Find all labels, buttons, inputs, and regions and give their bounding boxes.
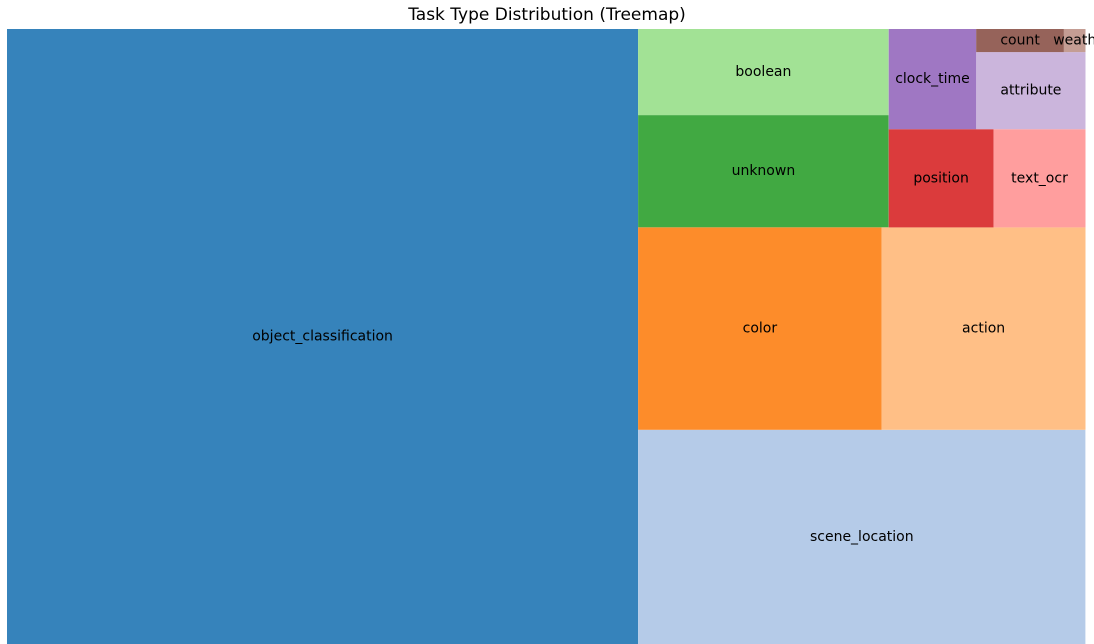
- treemap-cell-count: count: [976, 29, 1064, 53]
- treemap-rect: [881, 227, 1086, 430]
- treemap-rect: [976, 52, 1086, 130]
- treemap-rect: [638, 29, 889, 116]
- treemap-label: action: [962, 321, 1005, 337]
- treemap-label: weath: [1053, 33, 1094, 49]
- treemap-cell-unknown: unknown: [638, 115, 889, 228]
- treemap-label: attribute: [1000, 83, 1061, 99]
- treemap-cell-attribute: attribute: [976, 52, 1086, 130]
- treemap-label: text_ocr: [1011, 170, 1068, 186]
- treemap-rect: [888, 129, 994, 228]
- treemap-label: object_classification: [252, 329, 393, 345]
- treemap-cell-action: action: [881, 227, 1086, 430]
- treemap-rect: [888, 29, 977, 130]
- treemap-label: color: [743, 321, 778, 337]
- treemap-rect: [638, 115, 889, 228]
- treemap-label: clock_time: [895, 71, 970, 87]
- treemap-cell-position: position: [888, 129, 994, 228]
- treemap-cell-boolean: boolean: [638, 29, 889, 116]
- treemap-rect: [638, 429, 1086, 644]
- treemap-rect: [993, 129, 1086, 228]
- treemap-cell-clock-time: clock_time: [888, 29, 977, 130]
- treemap-rect: [7, 29, 639, 644]
- treemap-label: scene_location: [810, 529, 914, 545]
- treemap-cell-object-classification: object_classification: [7, 29, 639, 644]
- treemap-cell-color: color: [638, 227, 882, 430]
- treemap-cell-scene-location: scene_location: [638, 429, 1086, 644]
- treemap-label: unknown: [732, 163, 796, 179]
- treemap-label: position: [913, 170, 968, 186]
- treemap-rect: [638, 227, 882, 430]
- treemap-label: boolean: [735, 64, 791, 80]
- treemap-cell-text-ocr: text_ocr: [993, 129, 1086, 228]
- chart-title: Task Type Distribution (Treemap): [408, 5, 686, 25]
- treemap-rect: [1063, 29, 1086, 53]
- treemap-label: count: [1000, 33, 1040, 49]
- treemap-rect: [976, 29, 1064, 53]
- treemap-cell-weath: weath: [1053, 29, 1094, 53]
